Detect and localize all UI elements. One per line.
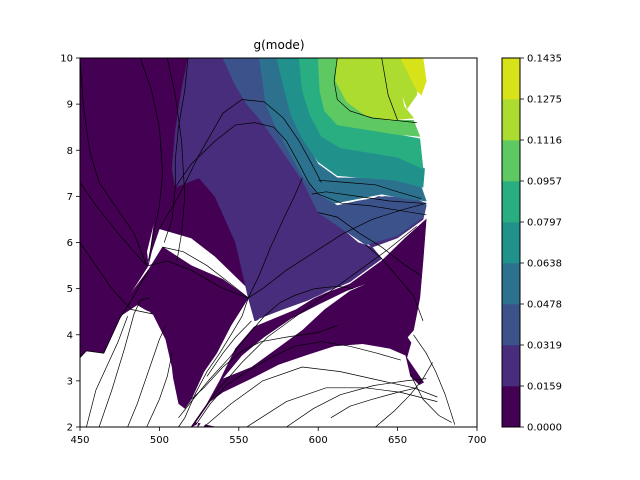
y-tick-label: 10 <box>60 54 73 65</box>
colorbar-block-7 <box>502 99 520 141</box>
x-tick-label: 600 <box>309 435 328 446</box>
colorbar: 0.0000 0.0159 0.0319 0.0478 0.0638 0.0797 0.09… <box>501 54 562 434</box>
boundary-line-17 <box>381 58 398 121</box>
boundary-line-4 <box>139 58 163 262</box>
colorbar-tick-label: 0.0478 <box>527 300 562 311</box>
boundary-line-8 <box>148 202 427 299</box>
x-tick-label: 550 <box>229 435 248 446</box>
x-tick-label: 650 <box>388 435 407 446</box>
boundary-line-7 <box>162 246 249 299</box>
boundary-line-27 <box>286 378 427 427</box>
x-tick-label: 700 <box>467 435 486 446</box>
boundary-line-33 <box>375 362 433 427</box>
boundary-line-29 <box>86 316 128 427</box>
y-tick-label: 3 <box>67 376 73 387</box>
boundary-line-24 <box>190 226 417 427</box>
undefined-region-0 <box>80 307 179 427</box>
colorbar-block-5 <box>502 181 520 223</box>
y-tick-label: 9 <box>67 100 73 111</box>
colorbar-tick-label: 0.0797 <box>527 218 562 229</box>
plot-area: 450 500 550 600 650 700 2 3 4 5 6 7 8 9 10 <box>60 54 486 447</box>
colorbar-tick-label: 0.0159 <box>527 382 562 393</box>
y-tick-label: 6 <box>67 238 73 249</box>
boundary-line-15 <box>365 244 424 322</box>
colorbar-block-8 <box>502 58 520 100</box>
undefined-regions <box>80 284 446 427</box>
colorbar-tick-label: 0.1116 <box>527 136 562 147</box>
boundary-line-1 <box>80 182 147 266</box>
colorbar-tick-label: 0.1275 <box>527 95 562 106</box>
boundary-line-10 <box>159 99 322 229</box>
boundary-line-30 <box>127 325 167 427</box>
x-tick-label: 500 <box>150 435 169 446</box>
boundary-line-12 <box>311 191 424 204</box>
boundary-line-9 <box>175 122 319 195</box>
boundary-lines <box>80 58 456 427</box>
undefined-region-5 <box>407 334 446 414</box>
boundary-line-19 <box>178 297 249 427</box>
colorbar-block-0 <box>502 386 520 428</box>
boundary-line-0 <box>80 58 148 266</box>
y-axis: 2 3 4 5 6 7 8 9 10 <box>60 54 80 434</box>
y-tick-label: 7 <box>67 192 73 203</box>
boundary-line-6 <box>163 58 189 243</box>
colorbar-tick-label: 0.0957 <box>527 177 562 188</box>
boundary-line-23 <box>195 341 401 425</box>
colorbar-block-6 <box>502 140 520 182</box>
boundary-line-14 <box>318 179 422 200</box>
boundary-line-34 <box>146 353 173 427</box>
contour-region-16 <box>400 58 427 96</box>
undefined-region-2 <box>195 344 433 427</box>
boundary-line-22 <box>178 285 354 419</box>
contour-region-2 <box>119 246 249 419</box>
x-tick-label: 450 <box>70 435 89 446</box>
boundary-line-25 <box>203 366 438 427</box>
x-axis: 450 500 550 600 650 700 <box>70 427 487 446</box>
chart-title: g(mode) <box>253 38 304 52</box>
colorbar-tick-label: 0.1435 <box>527 54 562 65</box>
colorbar-frame <box>501 57 521 428</box>
boundary-line-5 <box>166 58 186 262</box>
colorbar-tick-label: 0.0000 <box>527 423 562 434</box>
colorbar-tick-label: 0.0638 <box>527 259 562 270</box>
boundary-line-11 <box>247 177 303 299</box>
colorbar-ticks: 0.0000 0.0159 0.0319 0.0478 0.0638 0.0797 0.09… <box>520 54 562 434</box>
boundary-line-32 <box>413 334 456 425</box>
colorbar-tick-label: 0.0319 <box>527 341 562 352</box>
boundary-line-28 <box>98 297 150 427</box>
colorbar-block-3 <box>502 263 520 305</box>
boundary-line-21 <box>190 325 338 400</box>
boundary-line-3 <box>80 270 149 359</box>
colorbar-block-4 <box>502 222 520 264</box>
boundary-line-26 <box>246 387 438 427</box>
y-tick-label: 8 <box>67 146 73 157</box>
boundary-line-18 <box>318 212 420 276</box>
undefined-region-1 <box>178 403 192 427</box>
boundary-line-2 <box>80 242 154 315</box>
colorbar-blocks <box>502 58 520 428</box>
colorbar-block-2 <box>502 304 520 346</box>
colorbar-block-1 <box>502 345 520 387</box>
y-tick-label: 4 <box>67 330 73 341</box>
boundary-line-35 <box>330 387 417 419</box>
boundary-line-13 <box>318 193 427 216</box>
boundary-line-16 <box>333 58 417 123</box>
undefined-region-3 <box>222 284 366 379</box>
y-tick-label: 5 <box>67 284 73 295</box>
boundary-line-20 <box>206 320 252 377</box>
y-tick-label: 2 <box>67 423 73 434</box>
